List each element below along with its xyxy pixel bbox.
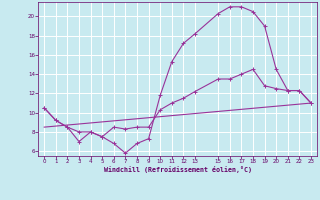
- X-axis label: Windchill (Refroidissement éolien,°C): Windchill (Refroidissement éolien,°C): [104, 166, 252, 173]
